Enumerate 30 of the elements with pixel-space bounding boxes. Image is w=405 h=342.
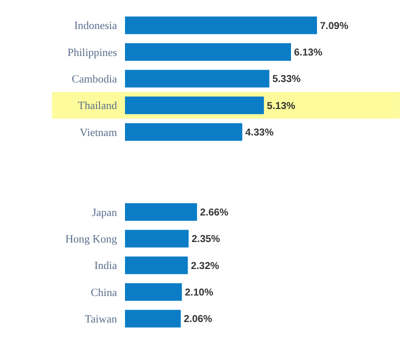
bar bbox=[125, 43, 292, 61]
data-label: 6.13% bbox=[294, 48, 322, 58]
y-tick-label: Vietnam bbox=[80, 126, 118, 139]
bar bbox=[125, 256, 188, 274]
bar bbox=[125, 283, 182, 301]
data-label: 5.13% bbox=[266, 100, 296, 112]
y-tick-label: Indonesia bbox=[74, 20, 118, 32]
y-tick-label: Hong Kong bbox=[65, 234, 118, 246]
data-label: 2.06% bbox=[184, 314, 212, 326]
y-tick-label: Cambodia bbox=[72, 74, 118, 86]
bar bbox=[125, 230, 189, 248]
data-label: 2.32% bbox=[190, 260, 220, 272]
y-tick-label: Japan bbox=[92, 206, 118, 219]
y-tick-label: Philippines bbox=[67, 46, 117, 59]
data-label: 2.10% bbox=[184, 288, 214, 298]
bar bbox=[125, 70, 270, 88]
data-label: 5.33% bbox=[272, 74, 301, 86]
data-label: 4.33% bbox=[245, 128, 274, 138]
y-tick-label: Thailand bbox=[78, 100, 118, 112]
bar bbox=[125, 96, 264, 114]
data-label: 7.09% bbox=[320, 20, 348, 32]
data-label: 2.35% bbox=[192, 234, 220, 246]
y-tick-label: China bbox=[90, 286, 118, 299]
data-label: 2.66% bbox=[200, 208, 228, 218]
y-tick-label: Taiwan bbox=[84, 314, 118, 326]
bar bbox=[125, 203, 198, 221]
bar bbox=[125, 123, 242, 141]
bar bbox=[125, 310, 181, 328]
bar bbox=[125, 16, 317, 34]
y-tick-label: India bbox=[94, 260, 118, 272]
